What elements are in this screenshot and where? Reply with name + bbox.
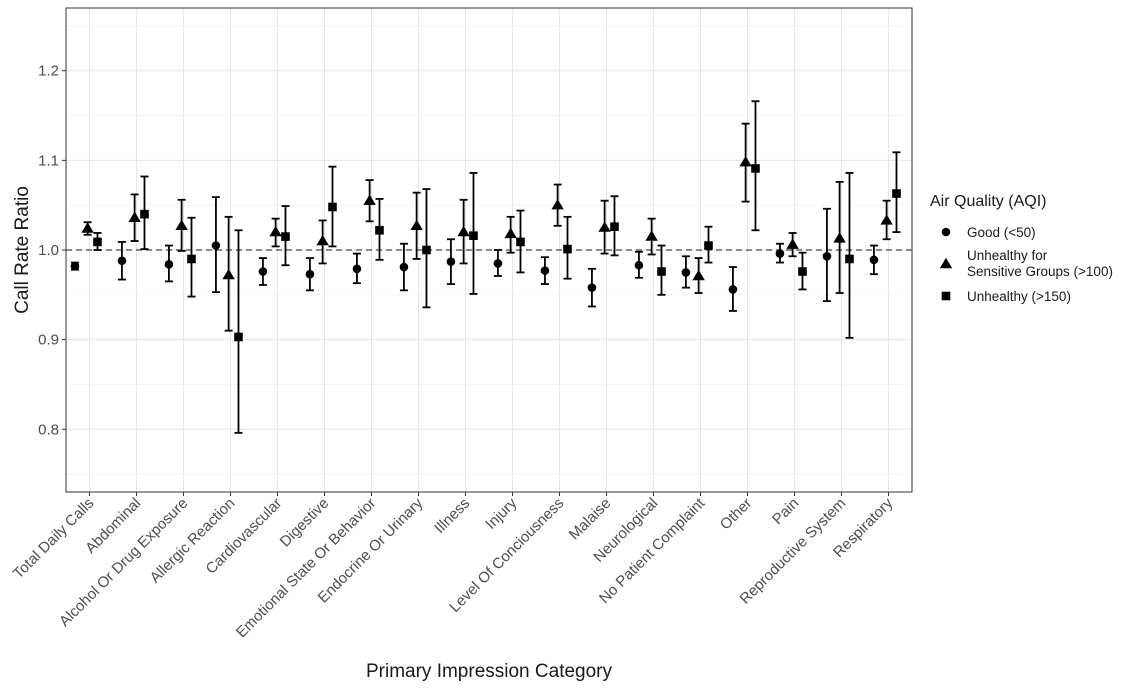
series-square — [93, 100, 901, 434]
x-tick-label: Allergic Reaction — [147, 495, 239, 587]
data-point — [493, 259, 503, 268]
data-point — [457, 225, 470, 237]
data-point — [187, 254, 196, 264]
data-point — [822, 251, 832, 261]
data-point — [175, 219, 188, 231]
x-tick-label: Other — [717, 495, 756, 534]
data-point — [551, 198, 564, 210]
y-tick-label: 0.9 — [38, 332, 59, 349]
legend: Air Quality (AQI) Good (<50) Unhealthy fo… — [930, 193, 1113, 304]
data-point — [93, 237, 102, 247]
data-point — [222, 268, 235, 280]
legend-key — [941, 291, 951, 301]
data-point — [634, 260, 644, 270]
data-point — [375, 225, 384, 235]
legend-item: Good (<50) — [941, 225, 1036, 240]
data-point — [751, 164, 760, 173]
data-point — [786, 238, 799, 249]
data-point — [352, 264, 362, 274]
legend-label: Good (<50) — [967, 225, 1036, 240]
data-point — [739, 155, 752, 167]
data-point — [128, 211, 141, 222]
data-point — [211, 241, 221, 250]
y-tick-label: 1.0 — [38, 242, 59, 259]
y-axis: 0.8 0.9 1.0 1.1 1.2 — [38, 63, 66, 438]
data-point — [704, 241, 713, 250]
x-tick-label: Illness — [431, 495, 473, 537]
data-point — [316, 234, 329, 246]
data-point — [363, 194, 376, 205]
data-point — [504, 227, 517, 239]
data-point — [892, 189, 901, 198]
series-circle — [70, 196, 879, 312]
chart-marks — [70, 100, 901, 434]
data-point — [869, 255, 879, 265]
data-point — [269, 225, 282, 237]
data-point — [798, 267, 807, 276]
data-point — [563, 244, 572, 254]
data-point — [281, 232, 290, 241]
data-point — [140, 209, 149, 219]
data-point — [410, 219, 423, 231]
x-tick-label: Injury — [482, 494, 520, 532]
x-axis-title: Primary Impression Category — [366, 661, 613, 682]
legend-label: Unhealthy (>150) — [967, 289, 1071, 304]
legend-key — [939, 257, 953, 269]
legend-label: Unhealthy for Sensitive Groups (>100) — [967, 248, 1113, 279]
y-tick-label: 0.8 — [38, 421, 59, 438]
data-point — [692, 269, 705, 281]
data-point — [775, 249, 785, 258]
data-point — [469, 231, 478, 240]
data-point — [399, 262, 409, 272]
data-point — [728, 285, 738, 294]
data-point — [845, 254, 854, 264]
data-point — [328, 202, 337, 212]
data-point — [258, 267, 268, 276]
data-point — [117, 256, 127, 266]
data-point — [645, 230, 658, 241]
series-triangle — [81, 122, 893, 332]
data-point — [540, 266, 550, 275]
data-point — [516, 237, 525, 247]
data-point — [587, 283, 597, 292]
data-point — [305, 269, 315, 279]
y-tick-label: 1.2 — [38, 63, 59, 80]
legend-title: Air Quality (AQI) — [930, 193, 1046, 210]
y-tick-label: 1.1 — [38, 152, 59, 169]
data-point — [446, 257, 456, 266]
x-tick-label: Pain — [769, 495, 802, 528]
data-point — [164, 260, 174, 269]
data-point — [833, 232, 846, 243]
data-point — [422, 245, 431, 255]
data-point — [610, 222, 619, 231]
data-point — [81, 222, 94, 233]
y-axis-title: Call Rate Ratio — [12, 186, 33, 314]
data-point — [880, 214, 893, 225]
data-point — [598, 221, 611, 232]
data-point — [70, 261, 80, 271]
data-point — [234, 332, 243, 342]
data-point — [657, 267, 666, 276]
legend-item: Unhealthy for Sensitive Groups (>100) — [939, 248, 1113, 279]
data-point — [681, 268, 691, 277]
legend-item: Unhealthy (>150) — [941, 289, 1071, 304]
legend-key — [941, 227, 951, 237]
x-tick-label: Total Daily Calls — [10, 495, 97, 582]
